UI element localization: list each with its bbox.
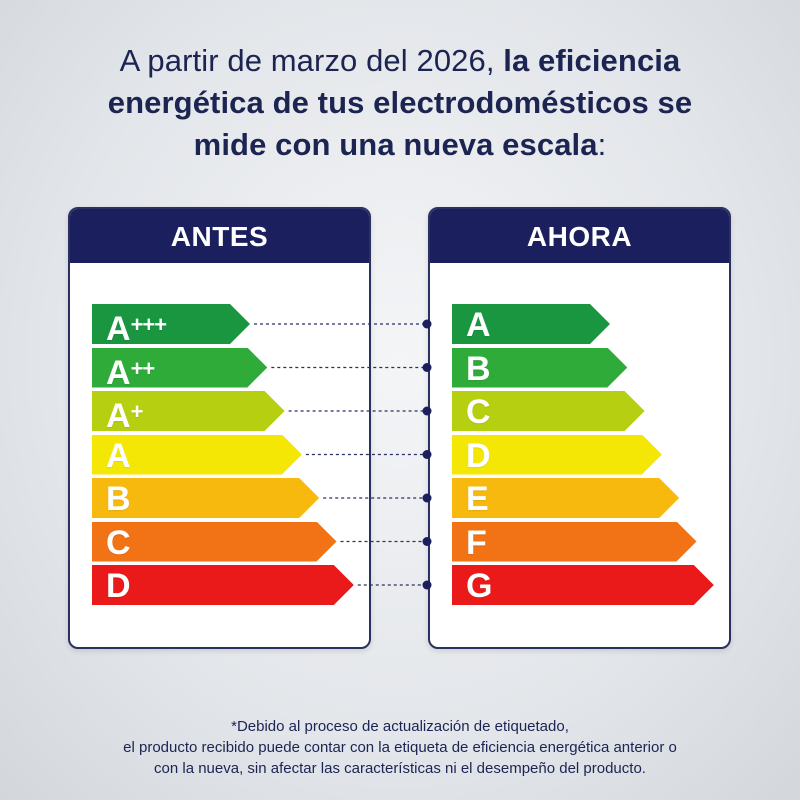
after-class-bar: C bbox=[452, 391, 645, 431]
headline: A partir de marzo del 2026, la eficienci… bbox=[40, 40, 760, 166]
after-class-letter: B bbox=[466, 349, 491, 388]
after-class-bar: B bbox=[452, 348, 627, 388]
connector-dot bbox=[422, 537, 432, 546]
after-class-bar: G bbox=[452, 565, 714, 605]
connector-dot bbox=[422, 580, 432, 590]
after-class-letter: C bbox=[466, 393, 491, 431]
before-panel: ANTES A+++ A++ A+ A B C D bbox=[68, 207, 371, 649]
before-class-letter: A bbox=[106, 310, 131, 348]
headline-bold-text-1: la eficiencia bbox=[503, 43, 681, 78]
before-panel-title: ANTES bbox=[70, 209, 369, 263]
after-class-letter: G bbox=[466, 567, 493, 605]
after-panel-title: AHORA bbox=[430, 209, 729, 263]
before-class-plus: + bbox=[130, 399, 143, 424]
after-class-bar: E bbox=[452, 478, 679, 518]
after-class-bar: D bbox=[452, 435, 662, 475]
footnote-line-2: el producto recibido puede contar con la… bbox=[123, 739, 677, 756]
after-class-letter: D bbox=[466, 436, 491, 475]
before-class-plus: ++ bbox=[130, 355, 155, 381]
after-class-bar: A bbox=[452, 304, 610, 344]
before-class-plus: +++ bbox=[130, 312, 167, 337]
before-class-bar: A+++ bbox=[92, 304, 250, 344]
after-class-letter: E bbox=[466, 480, 489, 518]
headline-bold-text-3: mide con una nueva escala bbox=[193, 127, 598, 162]
footnote: *Debido al proceso de actualización de e… bbox=[30, 716, 770, 779]
before-class-bar: C bbox=[92, 522, 337, 562]
after-class-bar: F bbox=[452, 522, 697, 562]
footnote-line-3: con la nueva, sin afectar las caracterís… bbox=[154, 760, 646, 777]
connector-dot bbox=[422, 493, 432, 503]
after-class-letter: F bbox=[466, 523, 487, 562]
after-class-letter: A bbox=[466, 306, 491, 344]
connector-dot bbox=[422, 319, 432, 329]
headline-line-2: energética de tus electrodomésticos se bbox=[107, 85, 693, 120]
connector-dot bbox=[422, 363, 432, 372]
headline-regular-text: A partir de marzo del 2026, bbox=[119, 43, 504, 78]
connector-dot bbox=[422, 406, 432, 416]
before-class-letter: B bbox=[106, 480, 131, 518]
before-class-bar: A+ bbox=[92, 391, 285, 431]
headline-line-3: mide con una nueva escala: bbox=[40, 124, 760, 166]
before-class-bar: D bbox=[92, 565, 354, 605]
footnote-line-1: *Debido al proceso de actualización de e… bbox=[231, 718, 569, 735]
before-class-letter: A bbox=[106, 436, 131, 475]
headline-line-1: A partir de marzo del 2026, la eficienci… bbox=[40, 40, 760, 82]
before-class-letter: C bbox=[106, 523, 131, 562]
before-class-bar: B bbox=[92, 478, 319, 518]
before-class-letter: D bbox=[106, 567, 131, 605]
before-class-bar: A bbox=[92, 435, 302, 475]
connector-dot bbox=[422, 450, 432, 459]
before-class-bar: A++ bbox=[92, 348, 267, 388]
before-class-letter: A bbox=[106, 397, 131, 435]
headline-colon: : bbox=[597, 127, 607, 162]
before-class-letter: A bbox=[106, 353, 131, 392]
